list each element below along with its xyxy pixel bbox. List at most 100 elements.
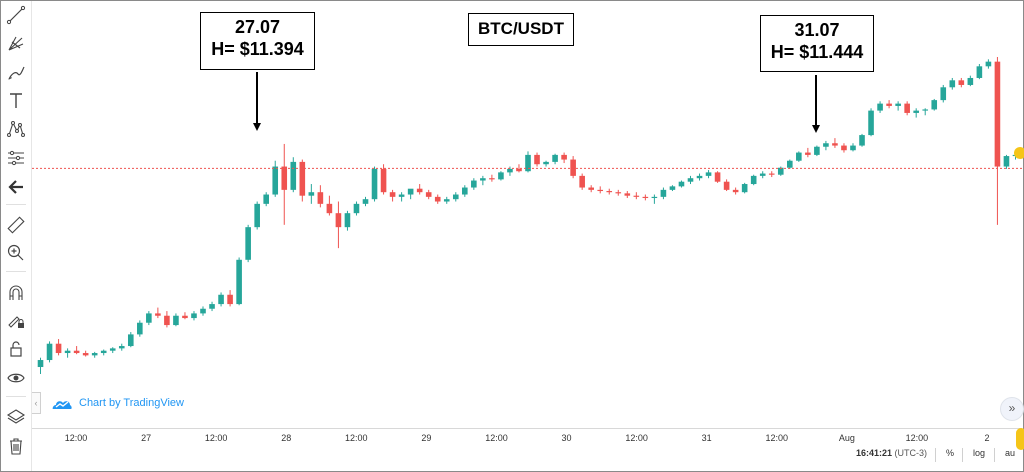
side-handle-bottom[interactable]	[1016, 428, 1024, 450]
candle-body	[570, 159, 576, 176]
candle-body	[434, 196, 441, 202]
candle-body	[669, 186, 676, 190]
x-tick-label: 29	[421, 433, 431, 443]
scroll-to-realtime-button[interactable]: »	[1000, 397, 1024, 421]
candle-body	[245, 227, 251, 260]
candle-body	[254, 203, 260, 228]
candle-body	[714, 172, 721, 182]
candle-body	[344, 213, 351, 228]
x-tick-label: 28	[281, 433, 291, 443]
candle-body	[913, 110, 919, 113]
candle-body	[759, 173, 766, 176]
candle-series	[37, 56, 1019, 375]
candle-body	[615, 192, 622, 194]
collapse-toolbar-button[interactable]: ‹	[32, 392, 41, 414]
chart-title: BTC/USDT	[468, 13, 574, 46]
brand-link[interactable]: Chart by TradingView	[79, 397, 184, 409]
candle-body	[146, 313, 152, 323]
layers-icon[interactable]	[4, 405, 28, 429]
candle-body	[389, 192, 396, 197]
candle-body	[949, 80, 956, 88]
candle-body	[507, 168, 513, 173]
candle-body	[976, 66, 983, 78]
candle-body	[678, 181, 685, 187]
log-toggle[interactable]: log	[973, 448, 986, 458]
candle-body	[64, 350, 71, 354]
candle-body	[958, 80, 965, 85]
candle-body	[353, 203, 360, 214]
callout-high: H= $11.394	[211, 39, 304, 59]
x-tick-label: 2	[984, 433, 989, 443]
candle-body	[191, 313, 197, 319]
x-tick-label: 12:00	[205, 433, 228, 443]
toolbar-divider	[6, 396, 26, 397]
candle-body	[471, 180, 477, 188]
text-icon[interactable]	[4, 89, 28, 113]
lock-drawing-icon[interactable]	[4, 309, 28, 333]
candle-body	[480, 178, 486, 181]
candle-body	[398, 194, 405, 197]
candle-body	[859, 135, 865, 146]
candle-body	[37, 360, 44, 368]
pattern-icon[interactable]	[4, 117, 28, 141]
candle-body	[498, 172, 504, 180]
status-divider	[994, 448, 995, 462]
ruler-icon[interactable]	[4, 213, 28, 237]
candle-body	[55, 343, 62, 354]
candle-body	[651, 196, 658, 199]
drawing-toolbar	[1, 1, 32, 471]
candle-body	[263, 194, 270, 204]
candle-body	[597, 189, 604, 192]
candle-body	[588, 187, 594, 190]
brush-icon[interactable]	[4, 61, 28, 85]
status-divider	[935, 448, 936, 462]
candle-body	[516, 168, 522, 172]
candle-body	[127, 334, 134, 347]
candle-body	[904, 103, 910, 113]
x-tick-label: 12:00	[906, 433, 929, 443]
candle-body	[922, 109, 929, 111]
candle-body	[525, 154, 531, 172]
callout-box-2: 31.07 H= $11.444	[760, 15, 874, 72]
candle-body	[317, 192, 324, 204]
forecast-icon[interactable]	[4, 146, 28, 170]
percent-toggle[interactable]: %	[946, 448, 955, 458]
trend-line-icon[interactable]	[4, 3, 28, 27]
trash-icon[interactable]	[4, 434, 28, 458]
x-axis: 12:00 27 12:00 28 12:00 29 12:00 30 12:00 31 12:00…	[65, 433, 990, 443]
candle-body	[705, 172, 712, 176]
x-tick-label: 31	[702, 433, 712, 443]
candle-body	[118, 346, 125, 349]
candle-body	[290, 161, 297, 190]
candle-body	[732, 189, 739, 193]
unlock-icon[interactable]	[4, 337, 28, 361]
candle-body	[633, 195, 640, 197]
x-tick-label: 12:00	[625, 433, 648, 443]
callout-arrows	[253, 72, 820, 133]
zoom-in-icon[interactable]	[4, 241, 28, 265]
candle-body	[805, 152, 811, 155]
callout-date: 31.07	[794, 20, 840, 40]
tradingview-logo-icon	[52, 401, 72, 409]
back-arrow-icon[interactable]	[4, 175, 28, 199]
clock-time: 16:41:21 (UTC-3)	[856, 448, 928, 458]
pitchfork-icon[interactable]	[4, 32, 28, 56]
candle-body	[886, 103, 892, 106]
candle-body	[371, 168, 378, 200]
auto-toggle[interactable]: au	[1005, 448, 1016, 458]
candle-body	[868, 110, 874, 136]
candle-body	[173, 315, 179, 326]
candle-body	[1003, 156, 1010, 167]
candle-body	[308, 192, 315, 196]
eye-icon[interactable]	[4, 366, 28, 390]
magnet-icon[interactable]	[4, 281, 28, 305]
candle-body	[182, 315, 188, 319]
x-tick-label: 12:00	[345, 433, 368, 443]
time-axis-bar	[32, 428, 1022, 471]
x-tick-label: 27	[141, 433, 151, 443]
side-handle[interactable]	[1014, 147, 1024, 159]
candle-body	[660, 189, 667, 197]
x-tick-label: 12:00	[485, 433, 508, 443]
